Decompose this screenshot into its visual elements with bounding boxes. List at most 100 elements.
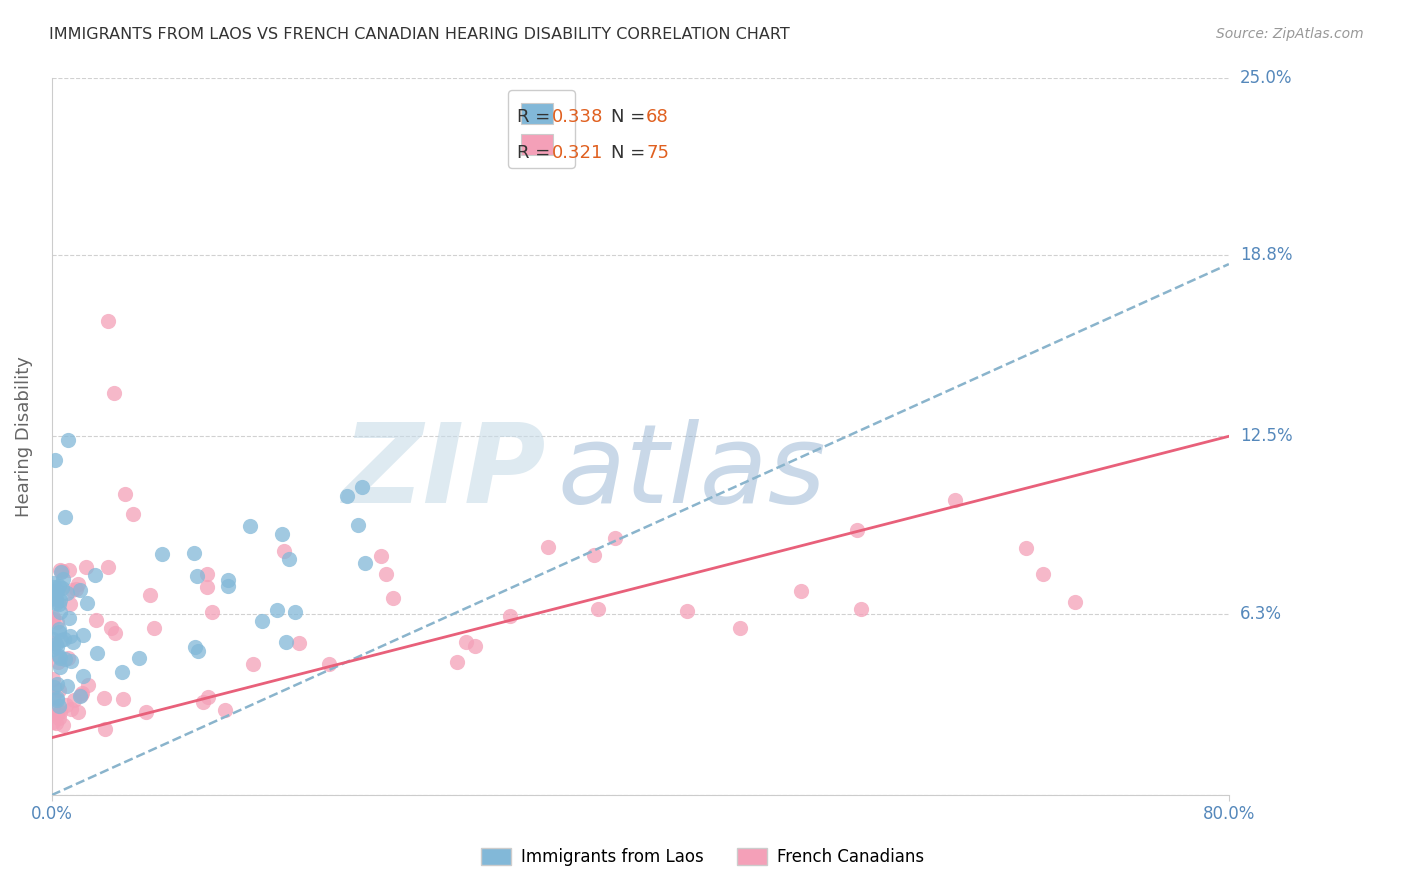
Point [44,587,66,601]
Point [49,660,72,674]
Point [59,702,82,716]
Point [84,567,107,582]
Point [849,601,872,615]
Point [730,621,752,635]
Point [186,569,208,583]
Point [42,642,65,657]
Point [150,547,173,561]
Point [353,556,375,570]
Point [65,582,87,596]
Point [46,655,69,669]
Point [51,582,73,596]
Point [53,652,76,666]
Text: 25.0%: 25.0% [1240,69,1292,87]
Point [218,579,240,593]
Point [676,603,699,617]
Point [288,635,311,649]
Legend: Immigrants from Laos, French Canadians: Immigrants from Laos, French Canadians [472,840,934,875]
Point [350,480,373,494]
Text: Source: ZipAtlas.com: Source: ZipAtlas.com [1216,27,1364,41]
Point [42,672,65,686]
Point [46,615,69,629]
Point [42,636,65,650]
Point [1064,595,1087,609]
Point [48,648,70,663]
Point [44,586,66,600]
Point [52,717,75,731]
Y-axis label: Hearing Disability: Hearing Disability [15,356,32,516]
Point [53,510,76,524]
Text: ZIP: ZIP [343,418,546,525]
Point [56,433,79,447]
Point [195,566,218,581]
Point [84,613,107,627]
Point [142,621,165,635]
Point [48,625,70,640]
Point [197,690,219,704]
Point [97,314,120,328]
Point [845,523,868,537]
Point [72,669,94,683]
Point [67,705,90,719]
Point [135,705,157,719]
Point [58,650,80,665]
Point [274,635,297,649]
Point [217,573,239,587]
Point [42,690,65,705]
Point [49,633,72,648]
Point [59,598,82,612]
Point [55,698,77,712]
Point [48,579,70,593]
Point [48,683,70,698]
Point [48,699,70,714]
Point [53,632,76,647]
Point [49,593,72,607]
Point [48,563,70,577]
Point [46,690,69,705]
Point [42,700,65,714]
Text: R =: R = [516,108,555,126]
Point [103,386,125,401]
Text: 12.5%: 12.5% [1240,427,1292,445]
Point [51,564,73,578]
Point [56,679,79,693]
Point [273,544,295,558]
Point [97,559,120,574]
Point [790,584,813,599]
Point [454,635,477,649]
Point [183,640,205,654]
Point [128,650,150,665]
Point [943,493,966,508]
Text: N =: N = [610,144,651,161]
Point [242,657,264,672]
Point [446,655,468,669]
Point [370,549,392,563]
Point [1032,567,1054,582]
Text: N =: N = [610,108,651,126]
Point [45,706,67,721]
Point [76,596,98,610]
Point [46,692,69,706]
Point [42,575,65,590]
Point [214,703,236,717]
Point [70,689,93,703]
Point [58,630,80,644]
Point [138,588,160,602]
Point [67,577,90,591]
Text: IMMIGRANTS FROM LAOS VS FRENCH CANADIAN HEARING DISABILITY CORRELATION CHART: IMMIGRANTS FROM LAOS VS FRENCH CANADIAN … [49,27,790,42]
Point [121,507,143,521]
Point [45,640,67,655]
Point [104,625,127,640]
Point [72,627,94,641]
Point [191,695,214,709]
Point [46,583,69,598]
Text: 68: 68 [647,108,669,126]
Point [195,581,218,595]
Point [318,657,340,671]
Point [42,612,65,626]
Point [69,689,91,703]
Point [63,693,86,707]
Point [252,614,274,628]
Point [56,585,79,599]
Point [42,590,65,604]
